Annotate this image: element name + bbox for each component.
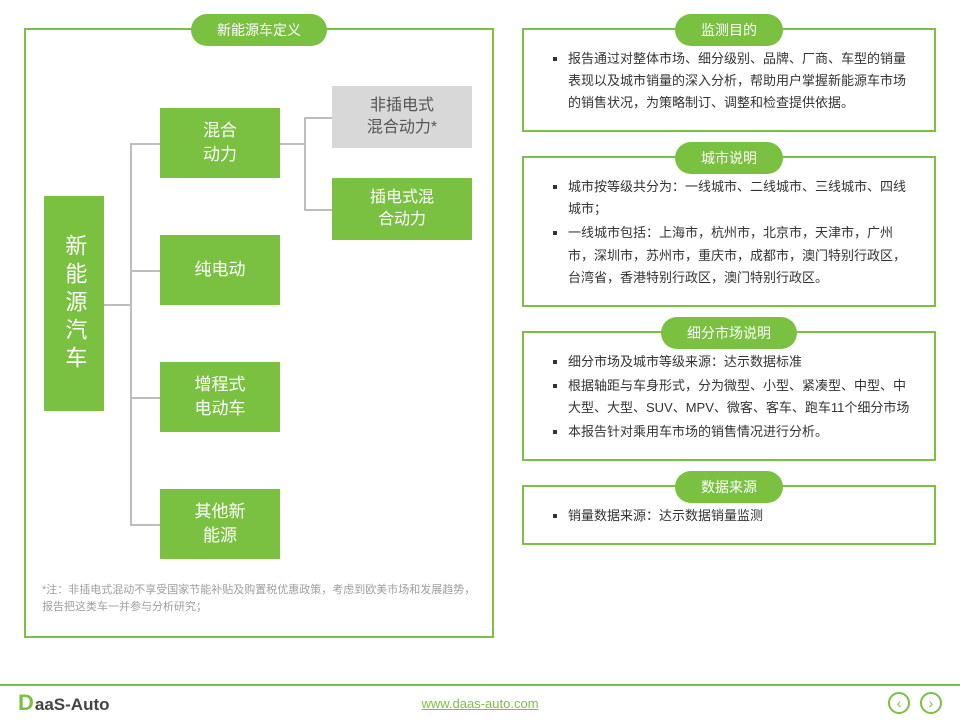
definition-title: 新能源车定义: [191, 14, 327, 46]
purpose-panel: 监测目的 报告通过对整体市场、细分级别、品牌、厂商、车型的销量表现以及城市销量的…: [522, 28, 936, 132]
city-list: 城市按等级共分为：一线城市、二线城市、三线城市、四线城市；一线城市包括：上海市，…: [540, 176, 918, 288]
node-non-phev: 非插电式 混合动力*: [332, 86, 472, 148]
list-item: 细分市场及城市等级来源：达示数据标准: [568, 351, 918, 373]
list-item: 城市按等级共分为：一线城市、二线城市、三线城市、四线城市；: [568, 176, 918, 220]
node-hybrid: 混合 动力: [160, 108, 280, 178]
next-button[interactable]: ›: [920, 692, 942, 714]
list-item: 本报告针对乘用车市场的销售情况进行分析。: [568, 421, 918, 443]
tree-diagram: 新能源汽车 混合 动力 纯电动 增程式 电动车 其他新 能源 非插电式 混合动力…: [42, 86, 476, 576]
footer-url[interactable]: www.daas-auto.com: [421, 696, 538, 711]
node-other: 其他新 能源: [160, 489, 280, 559]
segment-panel: 细分市场说明 细分市场及城市等级来源：达示数据标准根据轴距与车身形式，分为微型、…: [522, 331, 936, 461]
node-root: 新能源汽车: [44, 196, 104, 411]
logo: D aaS-Auto: [18, 690, 110, 716]
purpose-list: 报告通过对整体市场、细分级别、品牌、厂商、车型的销量表现以及城市销量的深入分析，…: [540, 48, 918, 114]
city-title: 城市说明: [675, 142, 783, 174]
city-panel: 城市说明 城市按等级共分为：一线城市、二线城市、三线城市、四线城市；一线城市包括…: [522, 156, 936, 306]
logo-letter: D: [18, 690, 34, 716]
list-item: 根据轴距与车身形式，分为微型、小型、紧凑型、中型、中大型、大型、SUV、MPV、…: [568, 375, 918, 419]
segment-list: 细分市场及城市等级来源：达示数据标准根据轴距与车身形式，分为微型、小型、紧凑型、…: [540, 351, 918, 443]
purpose-title: 监测目的: [675, 14, 783, 46]
list-item: 报告通过对整体市场、细分级别、品牌、厂商、车型的销量表现以及城市销量的深入分析，…: [568, 48, 918, 114]
list-item: 一线城市包括：上海市，杭州市，北京市，天津市，广州市，深圳市，苏州市，重庆市，成…: [568, 222, 918, 288]
prev-button[interactable]: ‹: [888, 692, 910, 714]
node-erev: 增程式 电动车: [160, 362, 280, 432]
source-panel: 数据来源 销量数据来源：达示数据销量监测: [522, 485, 936, 545]
node-bev: 纯电动: [160, 235, 280, 305]
node-phev: 插电式混 合动力: [332, 178, 472, 240]
list-item: 销量数据来源：达示数据销量监测: [568, 505, 918, 527]
footnote: *注：非插电式混动不享受国家节能补贴及购置税优惠政策，考虑到欧美市场和发展趋势，…: [42, 582, 476, 615]
segment-title: 细分市场说明: [661, 317, 797, 349]
logo-text: aaS-Auto: [35, 695, 110, 715]
source-title: 数据来源: [675, 471, 783, 503]
definition-panel: 新能源车定义 新能源汽车 混合 动力 纯电动 增程式 电动车 其他新 能源: [24, 28, 494, 638]
source-list: 销量数据来源：达示数据销量监测: [540, 505, 918, 527]
footer: D aaS-Auto www.daas-auto.com ‹ ›: [0, 684, 960, 720]
